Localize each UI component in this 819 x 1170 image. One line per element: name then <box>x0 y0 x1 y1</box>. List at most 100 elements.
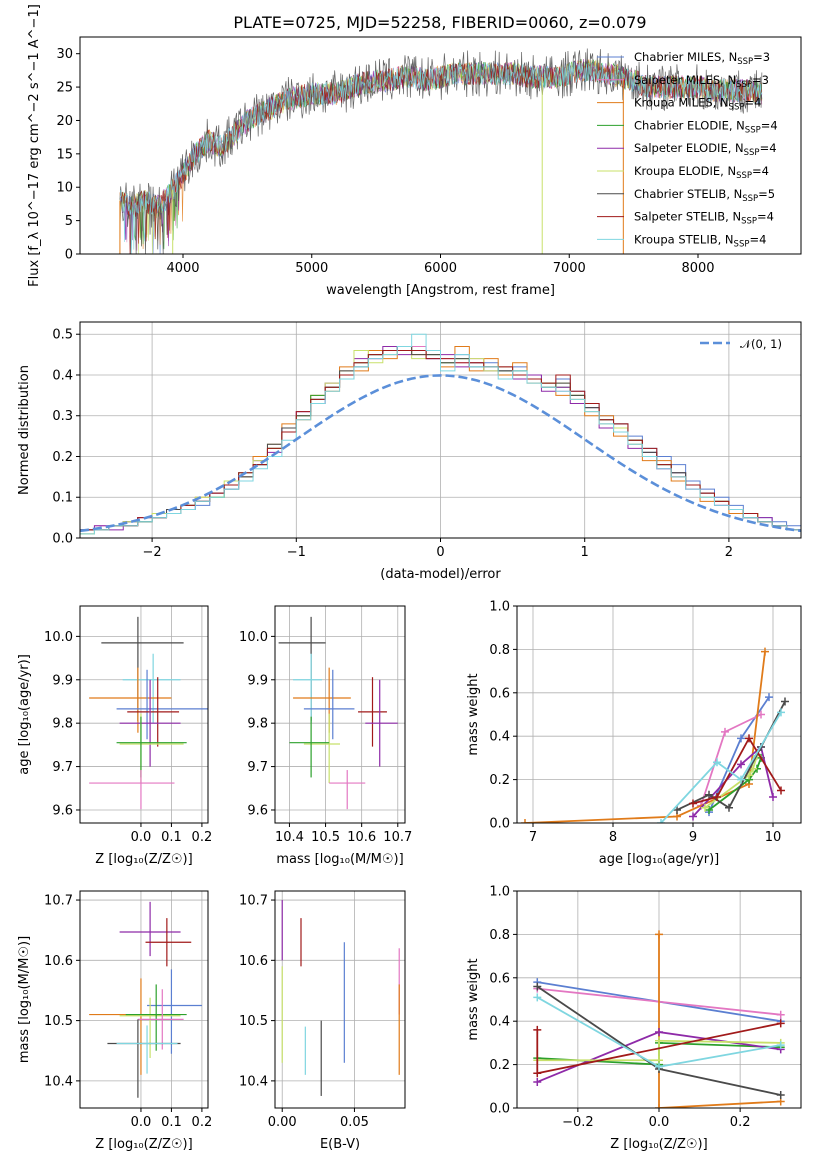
panel-weight_vs_age: 7 8 9 10 0.0 0.2 0.4 0.6 0.8 1.0 age [log₁₀(age/yr… <box>466 600 802 867</box>
weight-marker <box>673 805 681 814</box>
weight-marker <box>655 1104 663 1108</box>
tick-label-x: 7000 <box>553 261 586 276</box>
weight-marker <box>757 710 765 719</box>
tick-label-y: 10.4 <box>239 1074 268 1089</box>
tick-label-y: 9.6 <box>52 803 73 818</box>
weight-marker <box>701 803 709 812</box>
legend-label-sub: SSP <box>729 103 745 113</box>
legend-label-main: Salpeter ELODIE, N <box>634 141 744 155</box>
weight-marker <box>737 775 745 784</box>
weight-marker <box>713 758 721 767</box>
weight_vs_Z-frame <box>516 890 802 1109</box>
weight-marker <box>655 1036 663 1045</box>
weight-marker <box>689 812 697 821</box>
tick-label-y: 10.6 <box>239 954 268 969</box>
legend-label-n: =4 <box>749 232 766 246</box>
mass_vs_ebv-frame <box>274 890 406 1109</box>
residuals-frame <box>79 321 802 539</box>
tick-label-x: 0.2 <box>192 1115 213 1130</box>
legend-label-n: =4 <box>744 96 761 110</box>
panels: 4000 5000 6000 7000 8000051015202530waveleng… <box>17 4 802 1152</box>
legend-label-sub: SSP <box>737 57 753 67</box>
plot-area <box>80 606 208 823</box>
x-axis-label: Z [log₁₀(Z/Z☉)] <box>610 1137 707 1152</box>
weight-marker <box>533 1069 542 1078</box>
legend-label-n: =4 <box>761 118 778 132</box>
tick-label-y: 0.6 <box>489 971 510 986</box>
weight-marker <box>776 1019 785 1028</box>
tick-label-y: 0.0 <box>489 1102 510 1117</box>
plot-area <box>275 606 405 823</box>
tick-label-x: 8 <box>609 830 617 845</box>
x-axis-label: mass [log₁₀(M/M☉)] <box>276 852 403 867</box>
legend-label-main: Salpeter STELIB, N <box>634 210 741 224</box>
weight-line-2 <box>524 651 766 823</box>
y-axis-label: Normed distribution <box>17 365 32 495</box>
legend-label-sub: SSP <box>734 239 750 249</box>
spectrum-line-8 <box>119 62 763 254</box>
weight-line-7 <box>692 736 782 805</box>
panel-weight_vs_Z: −0.2 0.0 0.2 0.0 0.2 0.4 0.6 0.8 1.0 Z [log₁₀(Z/Z… <box>466 885 802 1152</box>
legend-label-main: Salpeter MILES, N <box>634 73 736 87</box>
x-axis-label: Z [log₁₀(Z/Z☉)] <box>95 1137 192 1152</box>
y-axis-label: mass [log₁₀(M/M☉)] <box>17 936 32 1063</box>
tick-label-x: 5000 <box>295 261 328 276</box>
tick-label-y: 10.6 <box>44 954 73 969</box>
weight-line-5 <box>704 755 758 809</box>
panel-mass_vs_ebv: 0.00 0.05 10.4 10.5 10.6 10.7 E(B-V) <box>239 890 406 1152</box>
mass_vs_Z-frame <box>79 890 209 1109</box>
tick-label-y: 0.2 <box>52 450 73 465</box>
tick-label-y: 0.4 <box>52 368 73 383</box>
weight-marker <box>765 693 773 702</box>
legend-label: Kroupa STELIB, NSSP=4 <box>634 232 766 249</box>
tick-label-x: 0 <box>436 545 444 560</box>
tick-label-y: 0.4 <box>489 730 510 745</box>
legend-label-main: Kroupa ELODIE, N <box>634 164 736 178</box>
weight-marker <box>776 1010 785 1019</box>
tick-label-x: 0.05 <box>340 1115 369 1130</box>
legend-label: Salpeter MILES, NSSP=3 <box>634 73 769 90</box>
weight-marker <box>533 982 542 991</box>
weight-marker <box>533 1025 542 1034</box>
tick-label-y: 0.1 <box>52 491 73 506</box>
tick-label-y: 10.4 <box>44 1074 73 1089</box>
legend-label-n: =4 <box>752 164 769 178</box>
weight-line-8 <box>660 711 782 823</box>
tick-label-y: 0.8 <box>489 928 510 943</box>
weight-marker <box>776 1041 785 1050</box>
tick-label-y: 1.0 <box>489 885 510 900</box>
x-axis-label: age [log₁₀(age/yr)] <box>599 852 720 867</box>
tick-label-x: 1 <box>581 545 589 560</box>
legend-label-sub: SSP <box>745 125 761 135</box>
tick-label-y: 0.2 <box>489 773 510 788</box>
tick-label-x: 0.00 <box>268 1115 297 1130</box>
tick-label-y: 9.6 <box>247 803 268 818</box>
plot-area <box>275 891 405 1108</box>
panel-mass_vs_Z: 0.0 0.1 0.2 10.4 10.5 10.6 10.7 Z [log₁₀(Z/Z☉)]… <box>17 890 213 1152</box>
tick-label-x: 0.2 <box>730 1115 751 1130</box>
tick-label-y: 9.8 <box>247 717 268 732</box>
legend-label-sub: SSP <box>741 217 757 227</box>
tick-label-x: 2 <box>725 545 733 560</box>
legend-label-sub: SSP <box>736 171 752 181</box>
legend-label-n: =5 <box>758 187 775 201</box>
tick-label-y: 10.7 <box>239 894 268 909</box>
panel-age_vs_Z: 0.0 0.1 0.2 9.6 9.7 9.8 9.9 10.0 Z [log₁₀(Z/Z☉)]… <box>17 605 212 867</box>
weight-marker <box>737 760 745 769</box>
legend-label-n: =3 <box>753 50 770 64</box>
weight-marker <box>533 1077 542 1086</box>
tick-label-y: 10.0 <box>44 630 73 645</box>
tick-label-x: 4000 <box>166 261 199 276</box>
spectrum-line-6 <box>119 48 763 254</box>
weight-marker <box>745 734 753 743</box>
plot-area <box>119 48 763 254</box>
legend-label: Kroupa MILES, NSSP=4 <box>634 96 761 113</box>
weight-marker <box>521 819 529 823</box>
legend-label: Chabrier STELIB, NSSP=5 <box>634 187 775 204</box>
tick-label-x: 0.1 <box>161 1115 182 1130</box>
tick-label-x: 10.7 <box>383 830 412 845</box>
y-axis-label: mass weight <box>466 958 481 1040</box>
weight-line-3 <box>708 757 762 811</box>
tick-label-x: 0.0 <box>131 830 152 845</box>
tick-label-y: 9.7 <box>52 760 73 775</box>
